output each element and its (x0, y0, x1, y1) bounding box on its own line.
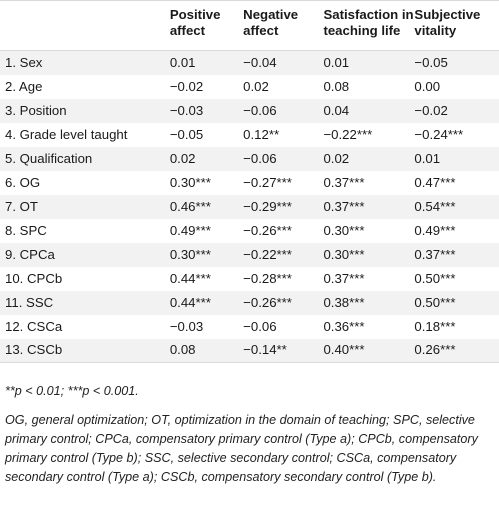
cell-satisfaction: 0.30*** (323, 246, 365, 262)
table-row: 13. CSCb 0.08 −0.14** 0.40*** 0.26*** (0, 338, 499, 363)
cell-satisfaction: 0.40*** (323, 342, 365, 358)
cell-negative-affect: −0.04 (243, 54, 277, 70)
cell-negative-affect: −0.22*** (243, 246, 292, 262)
table-row: 10. CPCb 0.44*** −0.28*** 0.37*** 0.50*** (0, 266, 499, 291)
cell-satisfaction: 0.37*** (323, 174, 365, 190)
cell-negative-affect: 0.12** (243, 126, 280, 142)
cell-subjective-vitality: 0.50*** (414, 270, 456, 286)
cell-subjective-vitality: 0.01 (414, 150, 441, 166)
row-label: 6. OG (5, 174, 41, 190)
table-row: 8. SPC 0.49*** −0.26*** 0.30*** 0.49*** (0, 218, 499, 243)
row-label: 10. CPCb (5, 270, 63, 286)
cell-satisfaction: 0.38*** (323, 294, 365, 310)
cell-negative-affect: −0.06 (243, 150, 277, 166)
table-row: 12. CSCa −0.03 −0.06 0.36*** 0.18*** (0, 314, 499, 339)
cell-satisfaction: 0.30*** (323, 222, 365, 238)
table-row: 2. Age −0.02 0.02 0.08 0.00 (0, 74, 499, 99)
cell-subjective-vitality: 0.26*** (414, 342, 456, 358)
cell-positive-affect: 0.46*** (169, 198, 211, 214)
cell-satisfaction: −0.22*** (323, 126, 373, 142)
significance-note: **p < 0.01; ***p < 0.001. (5, 384, 139, 398)
cell-negative-affect: −0.06 (243, 318, 277, 334)
cell-satisfaction: 0.37*** (323, 198, 365, 214)
header-positive-affect: Positive affect (169, 7, 221, 38)
row-label: 12. CSCa (5, 318, 63, 334)
cell-positive-affect: 0.49*** (169, 222, 211, 238)
table-row: 11. SSC 0.44*** −0.26*** 0.38*** 0.50*** (0, 290, 499, 315)
table-row: 9. CPCa 0.30*** −0.22*** 0.30*** 0.37*** (0, 242, 499, 267)
cell-positive-affect: −0.03 (169, 102, 204, 118)
cell-positive-affect: 0.44*** (169, 294, 211, 310)
row-label: 8. SPC (5, 222, 47, 238)
cell-negative-affect: −0.06 (243, 102, 277, 118)
row-label: 11. SSC (5, 294, 54, 310)
cell-positive-affect: 0.01 (169, 54, 196, 70)
cell-subjective-vitality: 0.49*** (414, 222, 456, 238)
header-satisfaction: Satisfaction in teaching life (323, 7, 414, 38)
cell-negative-affect: −0.26*** (243, 222, 292, 238)
cell-satisfaction: 0.02 (323, 150, 350, 166)
table-body: 1. Sex 0.01 −0.04 0.01 −0.05 2. Age −0.02 0.02 0… (0, 50, 499, 363)
row-label: 13. CSCb (5, 342, 63, 358)
cell-positive-affect: −0.05 (169, 126, 204, 142)
abbreviations-note: OG, general optimization; OT, optimizati… (5, 413, 478, 484)
correlation-table: Positive affect Negative affect Satisfacti… (0, 0, 499, 363)
cell-satisfaction: 0.36*** (323, 318, 365, 334)
cell-satisfaction: 0.04 (323, 102, 350, 118)
row-label: 4. Grade level taught (5, 126, 128, 142)
row-label: 9. CPCa (5, 246, 55, 262)
row-label: 7. OT (5, 198, 38, 214)
cell-negative-affect: −0.14** (243, 342, 287, 358)
table-row: 7. OT 0.46*** −0.29*** 0.37*** 0.54*** (0, 194, 499, 219)
cell-positive-affect: −0.02 (169, 78, 204, 94)
cell-subjective-vitality: −0.05 (414, 54, 448, 70)
cell-positive-affect: 0.44*** (169, 270, 211, 286)
header-negative-affect: Negative affect (243, 7, 299, 38)
table-row: 5. Qualification 0.02 −0.06 0.02 0.01 (0, 146, 499, 171)
cell-positive-affect: 0.02 (169, 150, 196, 166)
cell-subjective-vitality: −0.02 (414, 102, 448, 118)
table-row: 4. Grade level taught −0.05 0.12** −0.22***… (0, 122, 499, 147)
cell-satisfaction: 0.08 (323, 78, 350, 94)
cell-negative-affect: 0.02 (243, 78, 269, 94)
cell-negative-affect: −0.29*** (243, 198, 292, 214)
row-label: 3. Position (5, 102, 67, 118)
row-label: 1. Sex (5, 54, 43, 70)
cell-subjective-vitality: 0.37*** (414, 246, 456, 262)
row-label: 5. Qualification (5, 150, 93, 166)
table-row: 1. Sex 0.01 −0.04 0.01 −0.05 (0, 50, 499, 75)
cell-negative-affect: −0.26*** (243, 294, 292, 310)
cell-subjective-vitality: 0.18*** (414, 318, 456, 334)
cell-satisfaction: 0.37*** (323, 270, 365, 286)
cell-negative-affect: −0.27*** (243, 174, 292, 190)
header-subjective-vitality: Subjective vitality (414, 7, 481, 38)
cell-subjective-vitality: 0.47*** (414, 174, 456, 190)
cell-subjective-vitality: 0.50*** (414, 294, 456, 310)
cell-positive-affect: 0.30*** (169, 174, 211, 190)
header-cell (0, 1, 161, 51)
table-row: 3. Position −0.03 −0.06 0.04 −0.02 (0, 98, 499, 123)
cell-positive-affect: −0.03 (169, 318, 204, 334)
table-row: 6. OG 0.30*** −0.27*** 0.37*** 0.47*** (0, 170, 499, 195)
cell-positive-affect: 0.08 (169, 342, 196, 358)
row-label: 2. Age (5, 78, 43, 94)
cell-subjective-vitality: 0.00 (414, 78, 441, 94)
table-header-row: Positive affect Negative affect Satisfacti… (0, 0, 499, 51)
cell-positive-affect: 0.30*** (169, 246, 211, 262)
cell-negative-affect: −0.28*** (243, 270, 292, 286)
cell-subjective-vitality: −0.24*** (414, 126, 464, 142)
cell-satisfaction: 0.01 (323, 54, 350, 70)
cell-subjective-vitality: 0.54*** (414, 198, 456, 214)
table-footnotes: **p < 0.01; ***p < 0.001. OG, general op… (5, 382, 495, 487)
